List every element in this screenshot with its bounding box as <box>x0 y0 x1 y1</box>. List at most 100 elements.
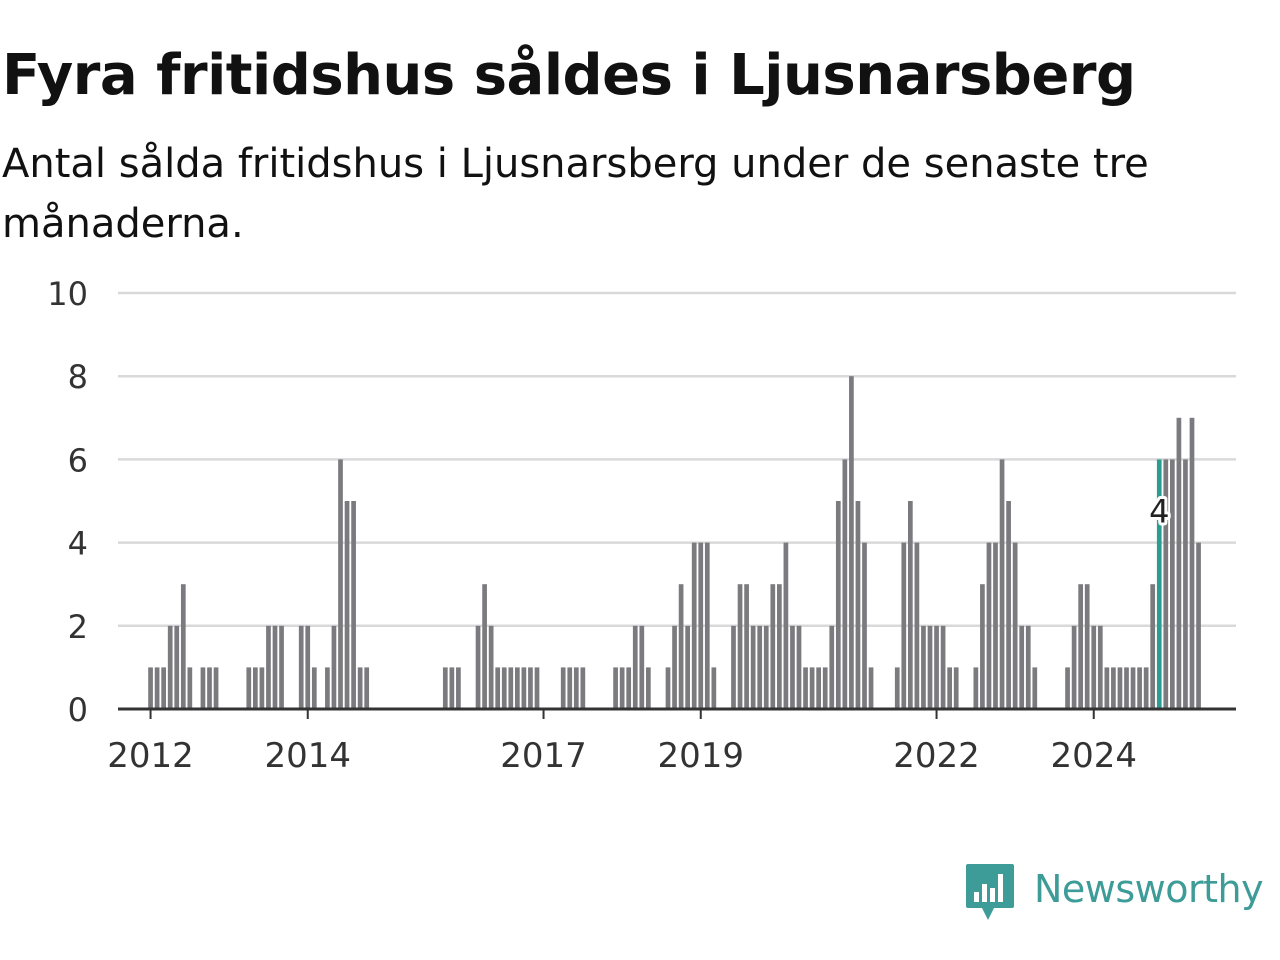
bar <box>835 501 841 709</box>
bar <box>272 625 278 709</box>
bar <box>927 625 933 709</box>
bar <box>1150 584 1156 709</box>
x-tick-label: 2017 <box>500 736 587 776</box>
bar <box>999 459 1005 709</box>
y-tick-label: 2 <box>68 608 88 646</box>
x-axis <box>118 707 1236 719</box>
y-tick-label: 0 <box>68 691 88 729</box>
bar <box>868 667 874 709</box>
bar <box>1091 625 1097 709</box>
y-tick-label: 10 <box>47 275 88 313</box>
x-tick-label: 2012 <box>107 736 194 776</box>
gridlines <box>118 291 1236 628</box>
bar <box>1012 542 1018 709</box>
bar <box>488 625 494 709</box>
bar <box>1124 667 1129 709</box>
bar <box>573 667 579 709</box>
bar <box>1183 459 1188 709</box>
bar <box>325 667 330 709</box>
bar <box>842 459 848 709</box>
bar <box>855 501 861 709</box>
chart-title: Fyra fritidshus såldes i Ljusnarsberg <box>2 43 1136 108</box>
bar <box>449 667 455 709</box>
bar <box>691 542 697 709</box>
bar <box>1111 667 1116 709</box>
brand-logo: Newsworthy <box>964 862 1264 926</box>
bar <box>665 667 671 709</box>
y-axis-labels: 0 2 4 6 8 10 <box>47 275 88 729</box>
bar <box>829 625 835 709</box>
bar <box>167 625 173 709</box>
bar <box>174 625 180 709</box>
bar <box>1143 667 1149 709</box>
y-tick-label: 8 <box>68 358 88 396</box>
bar <box>980 584 985 709</box>
bar <box>914 542 920 709</box>
bar <box>534 667 540 709</box>
bar <box>1078 584 1083 709</box>
bar <box>986 542 992 709</box>
bar <box>180 584 186 709</box>
bar <box>508 667 514 709</box>
bar <box>770 584 776 709</box>
bar <box>1163 459 1169 709</box>
bar <box>921 625 926 709</box>
bar <box>580 667 586 709</box>
bar <box>672 625 677 709</box>
bar <box>1130 667 1136 709</box>
x-tick-label: 2024 <box>1050 736 1137 776</box>
bar <box>1025 625 1031 709</box>
bar <box>253 667 258 709</box>
bar <box>567 667 573 709</box>
bar <box>1104 667 1110 709</box>
bar <box>364 667 370 709</box>
bar <box>908 501 913 709</box>
bar <box>501 667 507 709</box>
bar <box>947 667 952 709</box>
bar <box>528 667 533 709</box>
bar <box>646 667 651 709</box>
bar <box>148 667 153 709</box>
bar <box>305 625 311 709</box>
bar <box>521 667 527 709</box>
bar <box>1176 417 1182 709</box>
y-tick-label: 6 <box>68 441 88 479</box>
chart-subtitle: Antal sålda fritidshus i Ljusnarsberg un… <box>2 141 1149 247</box>
bar <box>632 625 638 709</box>
highlighted-bar <box>1156 459 1162 709</box>
bar <box>1071 625 1077 709</box>
bar <box>796 625 802 709</box>
bar <box>849 376 854 709</box>
highlight-value-label: 4 <box>1149 493 1169 531</box>
bar <box>1065 667 1070 709</box>
bar <box>698 542 704 709</box>
bar <box>678 584 684 709</box>
bar <box>442 667 448 709</box>
x-tick-label: 2019 <box>657 736 744 776</box>
bar <box>161 667 166 709</box>
bar <box>934 625 939 709</box>
bar <box>515 667 520 709</box>
bar <box>993 542 998 709</box>
bar <box>279 625 284 709</box>
bar <box>953 667 959 709</box>
bar <box>803 667 808 709</box>
bar <box>790 625 795 709</box>
bar <box>1196 542 1201 709</box>
bar <box>482 584 487 709</box>
bar <box>613 667 618 709</box>
bar <box>456 667 461 709</box>
bar <box>213 667 219 709</box>
bar <box>311 667 317 709</box>
bar <box>298 625 304 709</box>
bar <box>1117 667 1123 709</box>
annotations: 4 <box>1146 490 1172 534</box>
bar <box>560 667 566 709</box>
bar <box>619 667 625 709</box>
bar <box>1170 459 1175 709</box>
bar <box>711 667 717 709</box>
bar <box>731 625 736 709</box>
bar <box>259 667 265 709</box>
brand-name: Newsworthy <box>1034 867 1264 911</box>
bar <box>940 625 946 709</box>
